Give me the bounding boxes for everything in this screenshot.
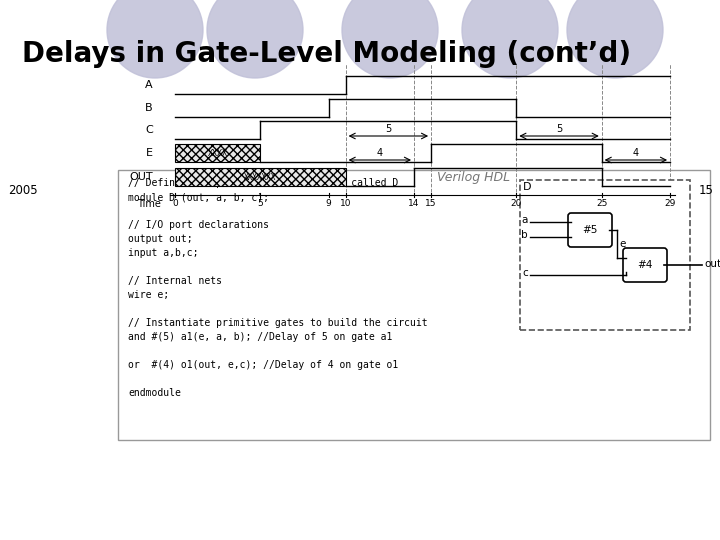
Text: 0: 0 (172, 199, 178, 208)
Bar (175, 144, 261, 162)
Circle shape (207, 0, 303, 78)
Text: module D (out, a, b, c);: module D (out, a, b, c); (128, 192, 269, 202)
Text: B: B (145, 103, 153, 113)
Circle shape (107, 0, 203, 78)
Text: D: D (523, 182, 531, 192)
Text: 4: 4 (633, 148, 639, 158)
Text: 14: 14 (408, 199, 420, 208)
Text: 2005: 2005 (8, 184, 37, 197)
Bar (118, 170, 710, 440)
Circle shape (462, 0, 558, 78)
Text: b: b (521, 230, 528, 240)
Text: // Define a simple combination module called D: // Define a simple combination module ca… (128, 178, 398, 188)
Text: 29: 29 (665, 199, 675, 208)
Text: 15: 15 (699, 184, 714, 197)
Text: // Instantiate primitive gates to build the circuit: // Instantiate primitive gates to build … (128, 318, 428, 328)
Text: 15: 15 (426, 199, 437, 208)
Text: wire e;: wire e; (128, 290, 169, 300)
Text: Time: Time (137, 199, 161, 209)
Text: or  #(4) o1(out, e,c); //Delay of 4 on gate o1: or #(4) o1(out, e,c); //Delay of 4 on ga… (128, 360, 398, 370)
Text: Delays in Gate-Level Modeling (cont’d): Delays in Gate-Level Modeling (cont’d) (22, 40, 631, 68)
Text: 5: 5 (556, 124, 562, 134)
Bar (520, 180, 690, 330)
Text: 9: 9 (325, 199, 331, 208)
Circle shape (567, 0, 663, 78)
Text: e: e (619, 239, 626, 249)
Text: A: A (145, 80, 153, 90)
Text: a: a (521, 215, 528, 225)
Text: out: out (704, 259, 720, 269)
Text: #5: #5 (582, 225, 598, 235)
Circle shape (342, 0, 438, 78)
Text: endmodule: endmodule (128, 388, 181, 398)
Text: c: c (522, 268, 528, 278)
Text: C: C (145, 125, 153, 135)
FancyBboxPatch shape (568, 213, 612, 247)
Text: // I/O port declarations: // I/O port declarations (128, 220, 269, 230)
Text: 10: 10 (340, 199, 351, 208)
Text: E: E (146, 148, 153, 158)
Text: input a,b,c;: input a,b,c; (128, 248, 199, 258)
Text: 5: 5 (385, 124, 392, 134)
Bar (175, 168, 346, 186)
Text: 5: 5 (258, 199, 264, 208)
Text: XXXXXXX: XXXXXXX (244, 172, 276, 181)
Text: output out;: output out; (128, 234, 193, 244)
Text: and #(5) a1(e, a, b); //Delay of 5 on gate a1: and #(5) a1(e, a, b); //Delay of 5 on ga… (128, 332, 392, 342)
Text: 4: 4 (377, 148, 383, 158)
Text: XXXX: XXXX (207, 148, 228, 158)
Text: // Internal nets: // Internal nets (128, 276, 222, 286)
Text: 20: 20 (510, 199, 522, 208)
Text: Verilog HDL: Verilog HDL (437, 171, 510, 184)
Text: #4: #4 (637, 260, 653, 270)
Text: 25: 25 (596, 199, 608, 208)
FancyBboxPatch shape (623, 248, 667, 282)
Text: OUT: OUT (130, 172, 153, 182)
